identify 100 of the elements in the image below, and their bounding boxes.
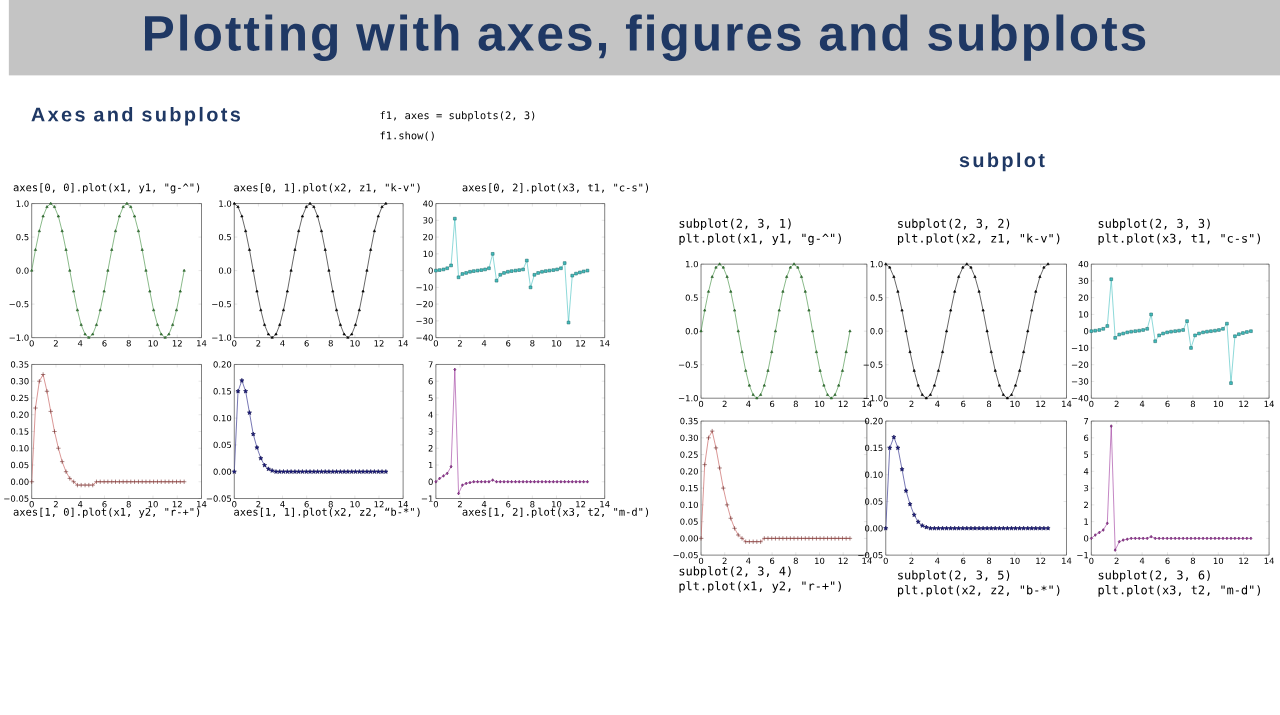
y-tick-label: 0.35 xyxy=(10,361,29,368)
chart-title: axes[0, 2].plot(x3, t1, "c-s") xyxy=(462,183,649,194)
point xyxy=(985,329,989,333)
point xyxy=(383,469,389,474)
y-tick-label: 1.0 xyxy=(870,260,883,268)
point xyxy=(932,525,937,531)
point xyxy=(1101,327,1105,331)
point xyxy=(1209,536,1213,541)
point xyxy=(468,480,472,485)
x-tick-label: 8 xyxy=(1190,557,1196,565)
point xyxy=(487,266,491,270)
point xyxy=(799,275,803,278)
point xyxy=(525,480,529,484)
point xyxy=(736,329,740,333)
y-tick-label: −30 xyxy=(416,317,433,325)
point xyxy=(1034,289,1038,293)
point xyxy=(45,205,49,208)
text: plt.plot(x2, z2, "b-*") xyxy=(897,585,1060,597)
x-tick-label: 14 xyxy=(398,340,408,347)
point xyxy=(243,388,248,394)
point xyxy=(721,265,725,269)
point xyxy=(528,285,533,290)
y-tick-label: 6 xyxy=(428,378,433,385)
y-tick-label: 4 xyxy=(428,411,433,418)
point xyxy=(472,269,476,273)
point xyxy=(379,469,385,474)
y-tick-label: −40 xyxy=(1071,395,1089,402)
point xyxy=(37,229,41,233)
point xyxy=(346,335,350,339)
point xyxy=(449,464,453,469)
point xyxy=(1037,525,1043,531)
point xyxy=(1089,536,1093,541)
point xyxy=(1038,275,1042,278)
y-tick-label: 0.0 xyxy=(16,267,29,274)
point xyxy=(483,267,487,272)
point xyxy=(848,329,852,333)
point xyxy=(1117,540,1121,544)
point xyxy=(235,388,241,394)
point xyxy=(1177,328,1181,333)
x-tick-label: 0 xyxy=(232,340,237,347)
point xyxy=(574,480,578,484)
x-tick-label: 12 xyxy=(576,501,586,508)
point xyxy=(341,469,347,474)
x-tick-label: 14 xyxy=(862,557,872,564)
point xyxy=(957,275,961,278)
x-tick-label: 6 xyxy=(770,557,775,565)
point xyxy=(159,332,163,336)
point xyxy=(259,308,263,312)
y-tick-label: −0.5 xyxy=(212,300,232,308)
point xyxy=(133,214,137,218)
point xyxy=(102,289,106,293)
point xyxy=(110,248,114,251)
x-tick-label: 2 xyxy=(1114,557,1119,564)
point xyxy=(920,393,924,396)
point xyxy=(984,525,990,531)
point xyxy=(1000,525,1006,531)
y-tick-label: −0.05 xyxy=(673,551,698,559)
x-tick-label: 12 xyxy=(838,400,848,407)
x-tick-label: 10 xyxy=(815,557,825,565)
y-tick-label: 3 xyxy=(1084,484,1089,492)
point xyxy=(1030,308,1034,312)
y-tick-label: 0.30 xyxy=(680,434,698,442)
text: subplot(2, 3, 5) xyxy=(898,570,1010,582)
point xyxy=(148,289,152,293)
y-tick-label: 0.25 xyxy=(10,394,29,402)
point xyxy=(369,248,373,251)
point xyxy=(1221,327,1225,331)
point xyxy=(510,480,513,484)
point xyxy=(247,248,251,251)
point xyxy=(178,289,182,293)
point xyxy=(1237,536,1241,541)
point xyxy=(977,289,981,293)
point xyxy=(345,469,351,474)
y-tick-label: 0.20 xyxy=(213,361,232,368)
y-tick-label: 0.10 xyxy=(10,445,29,452)
point xyxy=(1022,350,1026,353)
point xyxy=(372,229,376,233)
y-tick-label: 0.15 xyxy=(213,388,232,395)
y-tick-label: 7 xyxy=(1084,417,1089,425)
point xyxy=(755,396,759,400)
point xyxy=(968,525,974,531)
point xyxy=(247,410,252,415)
point xyxy=(574,271,578,276)
y-tick-label: 0.10 xyxy=(865,471,883,478)
chart-title: subplot(2, 3, 3) xyxy=(1098,218,1210,231)
text: axes[1, 0].plot(x1, y2, "r-+") xyxy=(13,507,200,518)
point xyxy=(915,519,921,524)
y-tick-label: −1.0 xyxy=(212,334,232,341)
point xyxy=(766,369,770,372)
point xyxy=(502,271,506,275)
point xyxy=(445,266,449,270)
point xyxy=(1097,530,1101,535)
y-tick-label: −0.5 xyxy=(9,300,29,308)
point xyxy=(98,308,102,312)
point xyxy=(506,270,510,274)
x-tick-label: 0 xyxy=(29,501,34,508)
y-tick-label: 1 xyxy=(1084,518,1089,525)
point xyxy=(1217,536,1221,541)
point xyxy=(288,469,294,474)
y-tick-label: 3 xyxy=(428,428,433,435)
